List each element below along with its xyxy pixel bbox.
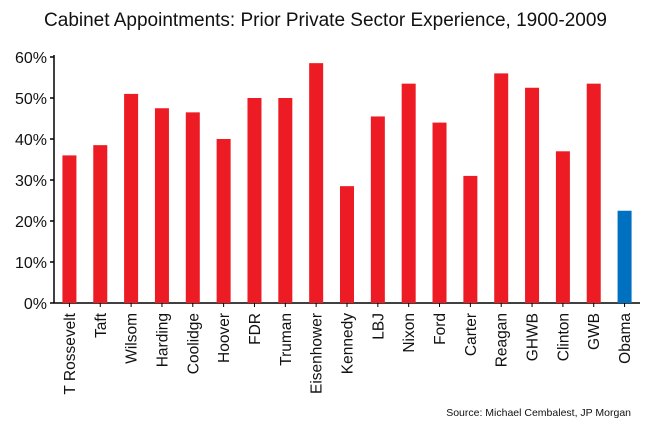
bar-harding — [154, 108, 169, 303]
bar-ghwb — [525, 87, 540, 303]
bar-fdr — [247, 98, 262, 303]
y-tick-label: 40% — [15, 132, 47, 149]
bar-kennedy — [340, 186, 354, 303]
x-tick-label: Kennedy — [340, 313, 357, 374]
x-tick-label: GWB — [586, 313, 603, 350]
x-tick-label: Coolidge — [185, 313, 202, 374]
x-tick-label: Eisenhower — [309, 313, 326, 394]
bar-t-rossevelt — [62, 155, 77, 303]
y-tick-label: 10% — [15, 255, 47, 272]
y-tick-label: 20% — [15, 214, 47, 231]
source-note: Source: Michael Cembalest, JP Morgan — [446, 407, 631, 419]
y-tick-label: 50% — [15, 91, 47, 108]
y-tick-label: 0% — [24, 296, 47, 313]
bar-eisenhower — [309, 63, 324, 304]
y-tick-label: 60% — [15, 50, 47, 67]
x-axis-labels: T Rossevelt Taft Wilsom Harding Coolidge Hoov… — [62, 303, 634, 395]
x-tick-label: Nixon — [401, 313, 418, 353]
x-tick-label: Obama — [617, 313, 634, 364]
x-tick-label: LBJ — [370, 313, 387, 340]
x-tick-label: Clinton — [555, 313, 572, 361]
bars — [62, 63, 632, 304]
bar-carter — [463, 175, 478, 303]
bar-taft — [93, 145, 108, 303]
x-tick-label: Wilsom — [124, 313, 141, 364]
bar-wilsom — [124, 93, 139, 304]
bar-hoover — [216, 139, 231, 303]
bar-nixon — [401, 83, 416, 304]
y-tick-label: 30% — [15, 173, 47, 190]
bar-obama — [617, 210, 632, 303]
x-tick-label: Carter — [463, 313, 480, 356]
x-tick-label: FDR — [247, 313, 264, 345]
bar-truman — [278, 98, 293, 303]
x-tick-label: Taft — [93, 312, 110, 338]
chart-title: Cabinet Appointments: Prior Private Sect… — [44, 10, 607, 31]
x-tick-label: GHWB — [525, 313, 542, 361]
x-tick-label: T Rossevelt — [62, 312, 79, 394]
x-tick-label: Harding — [154, 313, 171, 367]
bar-reagan — [494, 73, 509, 304]
bar-gwb — [586, 83, 601, 304]
y-axis: 0% 10% 20% 30% 40% 50% 60% — [15, 50, 640, 313]
bar-clinton — [555, 151, 570, 303]
bar-coolidge — [185, 112, 200, 303]
x-tick-label: Reagan — [494, 313, 511, 367]
x-tick-label: Truman — [278, 313, 295, 366]
bar-ford — [432, 122, 447, 303]
bar-lbj — [370, 116, 385, 303]
x-tick-label: Ford — [432, 313, 449, 345]
x-tick-label: Hoover — [216, 313, 233, 363]
